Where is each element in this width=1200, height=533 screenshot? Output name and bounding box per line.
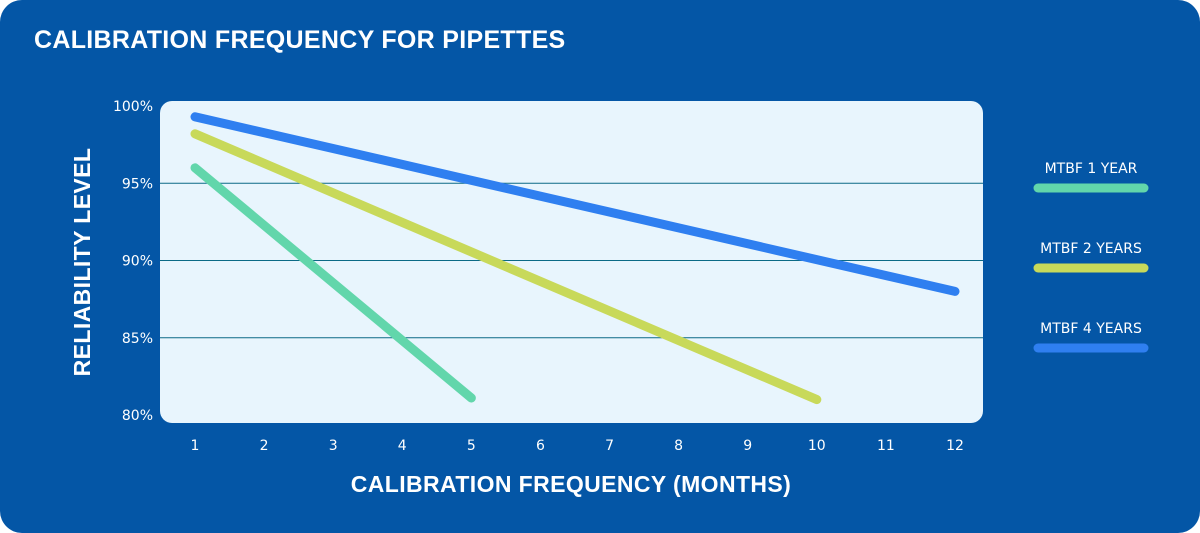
x-axis-title: CALIBRATION FREQUENCY (MONTHS) xyxy=(351,471,791,497)
x-tick-label: 4 xyxy=(398,438,407,454)
y-tick-label: 95% xyxy=(122,176,153,192)
x-tick-label: 3 xyxy=(329,438,338,454)
y-tick-label: 90% xyxy=(122,254,153,270)
series-line-1 xyxy=(190,163,476,403)
x-tick-label: 9 xyxy=(743,438,752,454)
x-tick-label: 8 xyxy=(674,438,683,454)
y-tick-label: 80% xyxy=(122,408,153,424)
series-line-2 xyxy=(190,129,822,405)
plot-area xyxy=(160,101,983,423)
x-tick-label: 6 xyxy=(536,438,545,454)
x-tick-label: 5 xyxy=(467,438,476,454)
x-tick-label: 7 xyxy=(605,438,614,454)
chart-title: CALIBRATION FREQUENCY FOR PIPETTES xyxy=(34,26,566,54)
series-line-3 xyxy=(190,112,960,296)
legend-label: MTBF 1 YEAR xyxy=(1045,161,1138,177)
x-tick-label: 1 xyxy=(191,438,200,454)
x-tick-label: 12 xyxy=(946,438,964,454)
x-tick-label: 10 xyxy=(808,438,826,454)
legend-label: MTBF 2 YEARS xyxy=(1040,241,1142,257)
y-tick-label: 85% xyxy=(122,331,153,347)
y-axis-title: RELIABILITY LEVEL xyxy=(69,148,95,377)
x-tick-label: 2 xyxy=(260,438,269,454)
legend-label: MTBF 4 YEARS xyxy=(1040,321,1142,337)
y-tick-label: 100% xyxy=(113,99,153,115)
x-tick-label: 11 xyxy=(877,438,895,454)
